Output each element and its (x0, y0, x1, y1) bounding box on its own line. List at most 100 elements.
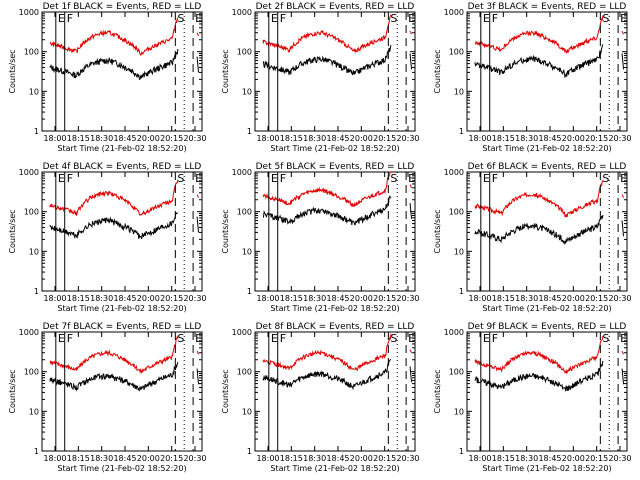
lld-series-line (49, 335, 179, 374)
y-tick-label: 100 (237, 48, 252, 57)
y-tick-label: 1 (34, 287, 39, 296)
events-series-tail (196, 368, 200, 385)
y-axis-label: Counts/sec (221, 209, 230, 253)
event-marker-label: E (195, 332, 202, 345)
events-series-tail (621, 53, 625, 70)
y-tick-label: 1 (247, 127, 252, 136)
y-tick-label: 10 (29, 87, 39, 96)
y-tick-label: 1000 (232, 168, 252, 177)
event-marker-label: E (58, 172, 65, 185)
y-tick-label: 1000 (444, 8, 464, 17)
event-marker-label: S (602, 172, 609, 185)
y-axis-label: Counts/sec (8, 49, 17, 93)
x-tick-label: 18:45 (538, 454, 561, 463)
x-tick-label: 18:45 (326, 294, 349, 303)
y-tick-label: 100 (449, 48, 464, 57)
event-marker-label: E (271, 172, 278, 185)
lld-series-line (262, 333, 392, 372)
x-tick-label: 18:30 (90, 134, 113, 143)
plot-frame (254, 171, 416, 292)
y-tick-label: 10 (242, 247, 252, 256)
event-marker-label: F (280, 172, 286, 185)
events-series-line (474, 44, 604, 79)
event-marker-label: F (67, 12, 73, 25)
x-tick-label: 18:00 (43, 294, 66, 303)
x-tick-label: 20:00 (562, 134, 585, 143)
y-tick-label: 1000 (232, 328, 252, 337)
event-marker-label: E (620, 332, 627, 345)
x-tick-label: 18:45 (538, 134, 561, 143)
lld-series-line (262, 171, 391, 208)
event-marker-label: S (602, 332, 609, 345)
y-tick-label: 100 (24, 48, 39, 57)
lld-series-tail (621, 30, 624, 35)
y-tick-label: 10 (29, 407, 39, 416)
event-marker-label: F (492, 332, 498, 345)
x-tick-label: 20:30 (183, 134, 206, 143)
x-tick-label: 18:30 (303, 294, 326, 303)
event-marker-label: S (177, 332, 184, 345)
chart-panel: Det 1f BLACK = Events, RED = LLD 1 10 100 10… (8, 2, 207, 153)
x-tick-label: 18:00 (43, 134, 66, 143)
x-tick-label: 20:00 (350, 294, 373, 303)
y-tick-label: 100 (237, 208, 252, 217)
panel-title: Det 7f BLACK = Events, RED = LLD (43, 322, 202, 332)
x-tick-label: 18:45 (113, 454, 136, 463)
event-marker-label: E (483, 12, 490, 25)
x-tick-label: 20:00 (350, 134, 373, 143)
events-series-line (49, 362, 179, 392)
lld-series-tail (409, 30, 412, 35)
lld-series-line (49, 179, 179, 216)
x-axis-label: Start Time (21-Feb-02 18:52:20) (270, 144, 399, 153)
x-tick-label: 18:00 (43, 454, 66, 463)
event-marker-label: S (177, 172, 184, 185)
y-tick-label: 1000 (19, 168, 39, 177)
chart-panel: Det 7f BLACK = Events, RED = LLD 1 10 100 10… (8, 322, 207, 473)
events-series-tail (621, 368, 625, 385)
y-tick-label: 1 (34, 447, 39, 456)
events-series-line (262, 359, 391, 391)
event-marker-label: F (492, 12, 498, 25)
x-tick-label: 18:45 (113, 294, 136, 303)
event-marker-label: S (602, 12, 609, 25)
y-tick-label: 1 (459, 127, 464, 136)
events-series-line (49, 48, 179, 80)
events-series-tail (621, 220, 625, 237)
x-tick-label: 18:30 (303, 134, 326, 143)
y-tick-label: 1000 (444, 328, 464, 337)
event-marker-label: E (271, 332, 278, 345)
x-tick-label: 20:30 (396, 294, 419, 303)
event-marker-label: E (620, 172, 627, 185)
y-tick-label: 10 (454, 247, 464, 256)
panel-title: Det 3f BLACK = Events, RED = LLD (468, 2, 627, 12)
chart-panel: Det 3f BLACK = Events, RED = LLD 1 10 100 10… (433, 2, 632, 153)
y-tick-label: 10 (29, 247, 39, 256)
event-marker-label: E (58, 332, 65, 345)
x-tick-label: 18:15 (280, 294, 303, 303)
lld-series-line (49, 16, 179, 56)
x-tick-label: 20:00 (562, 294, 585, 303)
plot-frame (41, 11, 203, 132)
event-marker-label: E (620, 12, 627, 25)
chart-panel: Det 5f BLACK = Events, RED = LLD 1 10 100 10… (221, 162, 420, 313)
x-tick-label: 20:15 (585, 134, 608, 143)
x-tick-label: 20:00 (137, 294, 160, 303)
events-series-line (262, 195, 392, 226)
y-tick-label: 10 (454, 87, 464, 96)
y-tick-label: 1 (247, 287, 252, 296)
chart-panel: Det 8f BLACK = Events, RED = LLD 1 10 100 10… (221, 322, 420, 473)
y-tick-label: 100 (237, 368, 252, 377)
y-axis-label: Counts/sec (8, 209, 17, 253)
x-tick-label: 20:30 (396, 454, 419, 463)
x-tick-label: 18:30 (90, 454, 113, 463)
y-tick-label: 1 (459, 447, 464, 456)
panel-title: Det 8f BLACK = Events, RED = LLD (256, 322, 415, 332)
x-tick-label: 18:00 (256, 134, 279, 143)
event-marker-label: E (483, 332, 490, 345)
y-tick-label: 10 (242, 407, 252, 416)
event-marker-label: E (408, 12, 415, 25)
x-tick-label: 18:15 (492, 454, 515, 463)
events-series-tail (409, 202, 413, 219)
y-axis-label: Counts/sec (8, 369, 17, 413)
lld-series-tail (621, 350, 624, 355)
